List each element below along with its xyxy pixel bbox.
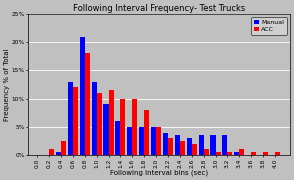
Bar (92, 82, 97, 155)
Bar (216, 152, 220, 155)
Bar (144, 110, 149, 155)
Bar (192, 144, 197, 155)
Bar (68, 82, 73, 155)
Bar (139, 127, 144, 155)
Bar (61, 141, 66, 155)
Bar (127, 127, 132, 155)
Bar (115, 121, 121, 155)
Bar (222, 135, 228, 155)
Bar (251, 152, 256, 155)
Bar (80, 37, 85, 155)
Title: Following Interval Frequency- Test Trucks: Following Interval Frequency- Test Truck… (73, 4, 245, 13)
Bar (234, 152, 239, 155)
Bar (156, 127, 161, 155)
Bar (228, 152, 233, 155)
Bar (175, 135, 180, 155)
Bar (275, 152, 280, 155)
Bar (180, 141, 185, 155)
Bar (204, 149, 209, 155)
Bar (187, 138, 192, 155)
Bar (73, 87, 78, 155)
Bar (132, 99, 137, 155)
Legend: Manual, ACC: Manual, ACC (251, 17, 287, 35)
Bar (239, 149, 244, 155)
Bar (49, 149, 54, 155)
Bar (103, 104, 108, 155)
X-axis label: Following Interval bins (sec): Following Interval bins (sec) (110, 169, 208, 176)
Bar (163, 132, 168, 155)
Bar (56, 152, 61, 155)
Bar (263, 152, 268, 155)
Bar (108, 90, 113, 155)
Bar (85, 53, 90, 155)
Y-axis label: Frequency % of Total: Frequency % of Total (4, 48, 10, 121)
Bar (168, 138, 173, 155)
Bar (121, 99, 126, 155)
Bar (151, 127, 156, 155)
Bar (198, 135, 204, 155)
Bar (97, 93, 102, 155)
Bar (211, 135, 216, 155)
